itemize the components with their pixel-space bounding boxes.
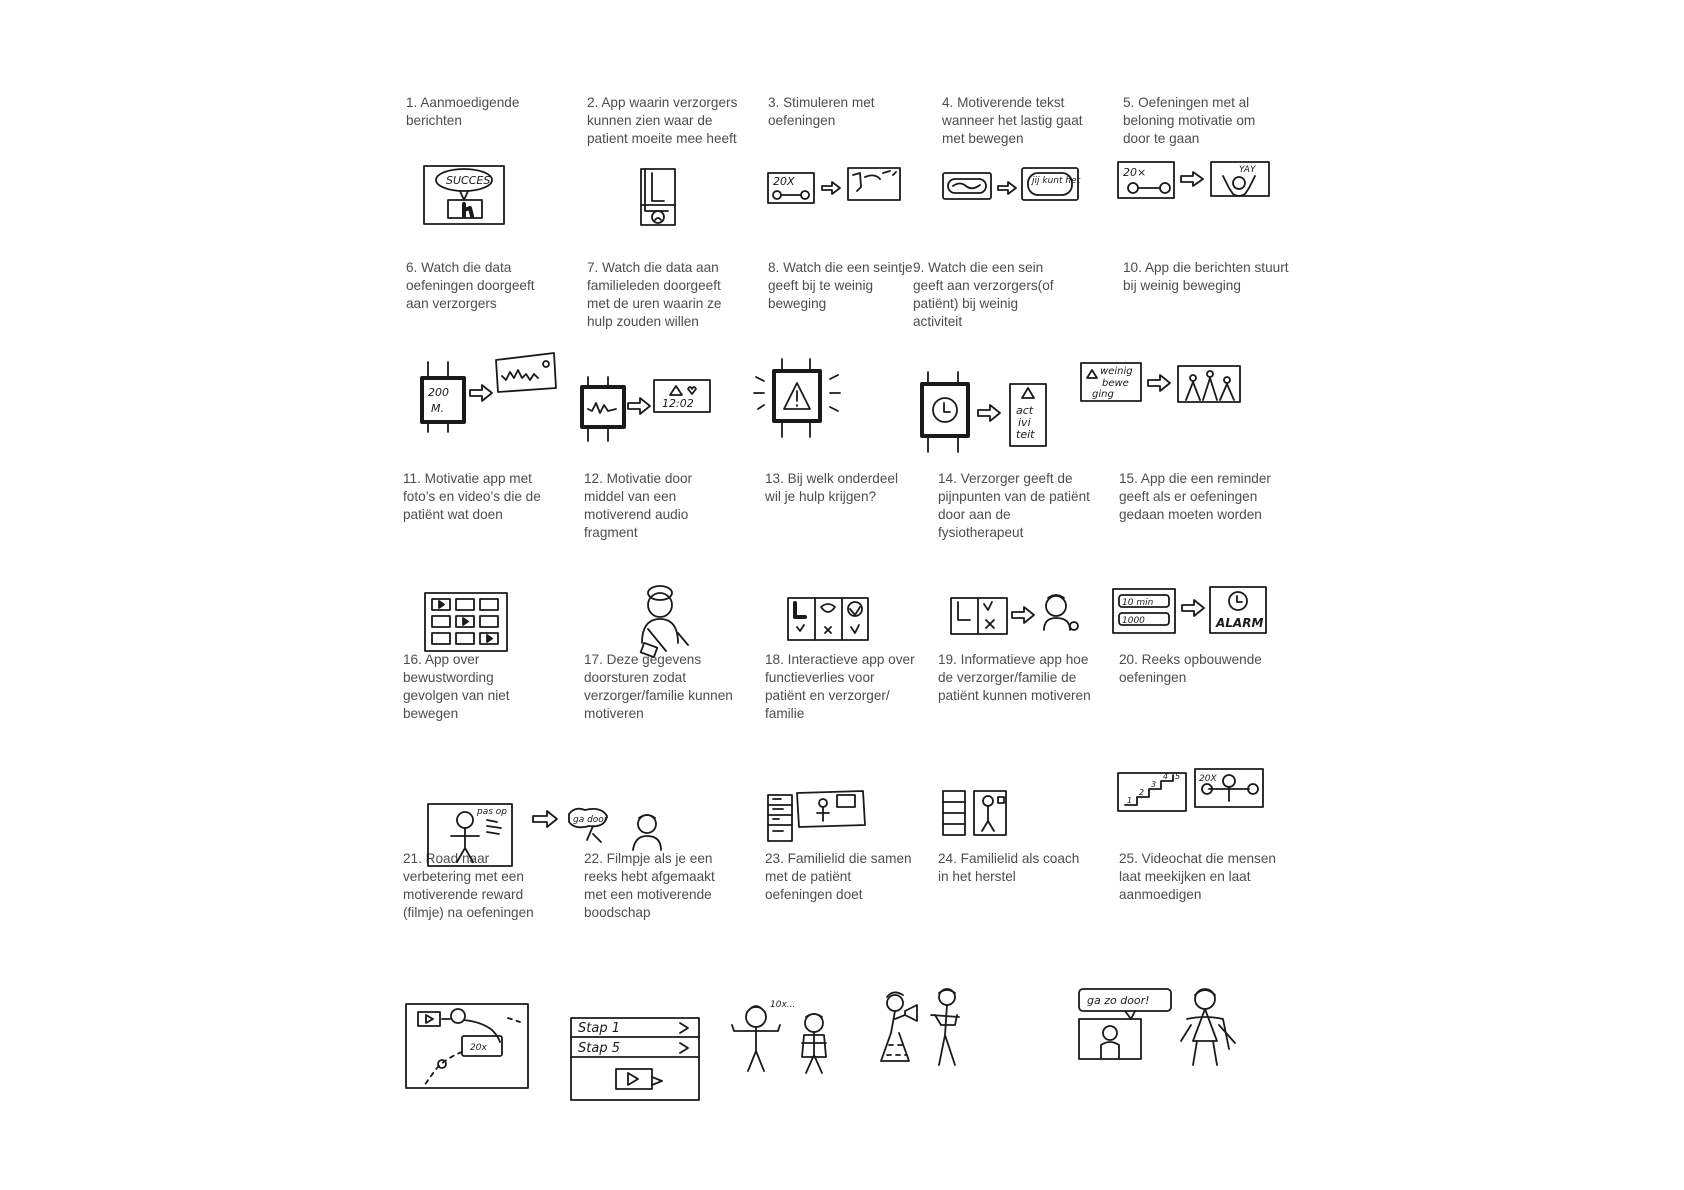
- idea-caption-10: 10. App die berichten stuurt bij weinig …: [1123, 260, 1289, 293]
- sketch-3-exercise-to-reward: 20X: [767, 167, 901, 204]
- sketch-20-text-6: 20X: [1199, 774, 1217, 784]
- sketch-5-text-1: 20×: [1123, 166, 1146, 179]
- sketch-7-watch-to-message: 12:02: [580, 376, 711, 442]
- sketch-23-text: 10x...: [770, 1000, 795, 1010]
- idea-caption-13: 13. Bij welk onderdeel wil je hulp krijg…: [765, 471, 898, 504]
- sketch-8-watch-alert: [753, 358, 841, 438]
- sketch-19-informative-app: [942, 790, 1007, 836]
- idea-caption-20: 20. Reeks opbouwende oefeningen: [1119, 652, 1262, 685]
- idea-caption-5: 5. Oefeningen met al beloning motivatie …: [1123, 95, 1256, 146]
- sketch-16-17-awareness-and-sharing: pas op ga door: [427, 803, 662, 867]
- idea-caption-7: 7. Watch die data aan familieleden doorg…: [587, 260, 722, 329]
- sketch-6-watch-to-chart: 200 M.: [420, 352, 557, 433]
- sketch-5-exercise-to-yay: 20× YAY: [1117, 161, 1270, 199]
- sketch-9-watch-activity: act ivi teit: [920, 371, 1047, 453]
- idea-caption-8: 8. Watch die een seintje geeft bij te we…: [768, 260, 913, 311]
- sketch-10-text-2: bewe: [1102, 378, 1129, 389]
- sketch-17-text: ga door: [573, 815, 609, 825]
- idea-caption-9: 9. Watch die een sein geeft aan verzorge…: [913, 260, 1054, 329]
- sketch-24-family-coach: [880, 988, 960, 1066]
- sketch-14-caregiver-to-physio: [950, 594, 1079, 635]
- idea-caption-16: 16. App over bewustwording gevolgen van …: [403, 652, 510, 721]
- sketch-18-interactive-app: [767, 790, 866, 842]
- sketch-20-text-5: 5: [1175, 772, 1180, 781]
- sketch-4-motivating-text: jij kunt het: [942, 167, 1081, 201]
- sketch-13-body-part-selection: [787, 597, 869, 641]
- idea-caption-6: 6. Watch die data oefeningen doorgeeft a…: [406, 260, 535, 311]
- idea-caption-25: 25. Videochat die mensen laat meekijken …: [1119, 851, 1276, 902]
- sketch-2-phone-sad-face: [640, 168, 676, 226]
- sketch-22-text-2: Stap 5: [578, 1041, 620, 1056]
- sketch-20-stairs-to-reward: 1 2 3 4 5 20X: [1117, 768, 1264, 812]
- sketch-21-text: 20x: [470, 1043, 487, 1053]
- idea-caption-11: 11. Motivatie app met foto’s en video’s …: [403, 471, 541, 522]
- idea-caption-15: 15. App die een reminder geeft als er oe…: [1119, 471, 1271, 522]
- sketch-20-text-2: 2: [1139, 788, 1144, 797]
- sketch-22-steps-list: Stap 1 Stap 5: [570, 1017, 700, 1101]
- sketch-9-text-1: act: [1016, 404, 1034, 417]
- sketch-1-encouraging-message: SUCCES: [423, 165, 505, 225]
- idea-caption-1: 1. Aanmoedigende berichten: [406, 95, 520, 128]
- sketch-22-text-1: Stap 1: [578, 1021, 620, 1036]
- sketch-6-text-1: 200: [428, 386, 449, 399]
- idea-caption-21: 21. Road naar verbetering met een motive…: [403, 851, 534, 920]
- sketch-12-person-with-audio: [639, 585, 689, 658]
- sketch-15-text-3: ALARM: [1215, 616, 1263, 630]
- sketch-20-text-4: 4: [1163, 772, 1168, 781]
- sketch-25-text: ga zo door!: [1087, 994, 1150, 1007]
- sketch-16-text: pas op: [476, 807, 507, 817]
- idea-caption-14: 14. Verzorger geeft de pijnpunten van de…: [938, 471, 1090, 540]
- idea-caption-24: 24. Familielid als coach in het herstel: [938, 851, 1080, 884]
- idea-caption-22: 22. Filmpje als je een reeks hebt afgema…: [584, 851, 715, 920]
- sketch-20-text-1: 1: [1127, 796, 1132, 805]
- sketch-1-text: SUCCES: [446, 174, 490, 187]
- idea-caption-17: 17. Deze gegevens doorsturen zodat verzo…: [584, 652, 733, 721]
- sketch-25-video-chat: ga zo door!: [1078, 988, 1236, 1066]
- sketch-7-text: 12:02: [662, 397, 694, 410]
- sketch-3-text: 20X: [773, 175, 795, 188]
- idea-caption-4: 4. Motiverende tekst wanneer het lastig …: [942, 95, 1083, 146]
- idea-caption-12: 12. Motivatie door middel van een motive…: [584, 471, 693, 540]
- sketch-9-text-3: teit: [1016, 428, 1035, 441]
- idea-caption-18: 18. Interactieve app over functieverlies…: [765, 652, 915, 721]
- idea-caption-19: 19. Informatieve app hoe de verzorger/fa…: [938, 652, 1091, 703]
- sketch-11-media-grid: [424, 592, 508, 652]
- idea-caption-3: 3. Stimuleren met oefeningen: [768, 95, 875, 128]
- sketch-15-text-1: 10 min: [1122, 598, 1154, 608]
- sketch-10-text-1: weinig: [1100, 366, 1133, 377]
- sketch-10-low-movement-message: weinig bewe ging: [1080, 362, 1241, 403]
- sketch-15-text-2: 1000: [1122, 616, 1145, 626]
- sketch-10-text-3: ging: [1092, 389, 1114, 400]
- sketch-15-reminder-alarm: 10 min 1000 ALARM: [1112, 586, 1267, 634]
- sketch-6-text-2: M.: [431, 402, 444, 415]
- sketch-21-road-map: 20x: [405, 1003, 529, 1089]
- sketch-20-text-3: 3: [1151, 780, 1156, 789]
- sketch-5-text-2: YAY: [1239, 165, 1257, 175]
- idea-caption-23: 23. Familielid die samen met de patiënt …: [765, 851, 912, 902]
- sketch-23-exercising-together: 10x...: [731, 1000, 827, 1074]
- idea-caption-2: 2. App waarin verzorgers kunnen zien waa…: [587, 95, 738, 146]
- sketch-4-text: jij kunt het: [1030, 176, 1081, 186]
- sketch-9-text-2: ivi: [1018, 416, 1031, 429]
